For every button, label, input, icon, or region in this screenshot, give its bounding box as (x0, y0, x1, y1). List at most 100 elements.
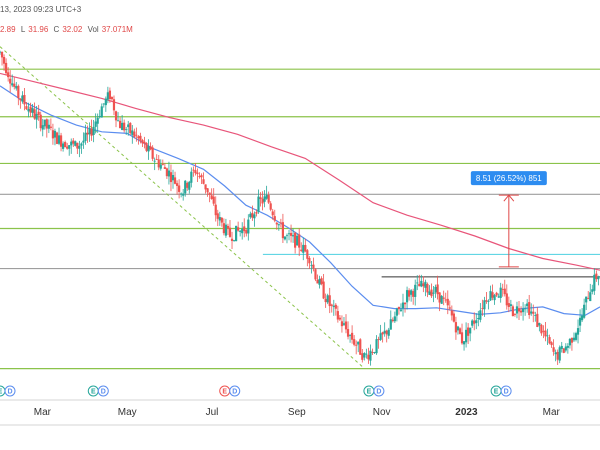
candle-body (509, 304, 512, 306)
candle-body (147, 146, 150, 152)
ohlc-readout: 2.89 L 31.96 C 32.02 Vol 37.071M (0, 25, 136, 34)
x-tick-label-0: Mar (34, 407, 52, 418)
candle-body (369, 350, 372, 361)
candle-body (106, 92, 109, 100)
candle (310, 260, 313, 274)
candle-body (202, 179, 205, 184)
candle (581, 308, 584, 322)
candle-body (216, 213, 219, 219)
candle (544, 322, 547, 342)
candle (291, 228, 295, 243)
candle (175, 180, 179, 195)
candle (438, 292, 441, 312)
earnings-markers[interactable]: ED ED ED ED ED (0, 385, 512, 397)
earnings-marker-0[interactable]: ED (0, 385, 16, 397)
candle (114, 110, 118, 128)
candle-body (281, 222, 285, 239)
candle (49, 118, 52, 131)
earnings-marker-letter: E (367, 389, 372, 396)
candle (25, 102, 28, 110)
candle (145, 142, 148, 153)
candle-body (141, 140, 144, 144)
candle-body (283, 236, 287, 240)
candle (397, 306, 401, 315)
candle (149, 142, 152, 151)
candle (230, 231, 234, 249)
candle (214, 196, 217, 222)
candle (21, 91, 24, 104)
ohlc-close-value: 32.02 (62, 25, 83, 34)
candle (281, 213, 285, 243)
candle (239, 230, 242, 237)
candle (450, 305, 453, 321)
candle-body (497, 296, 500, 298)
candle-body (127, 124, 130, 128)
candle-body (7, 72, 10, 78)
candle (273, 209, 276, 223)
candle (383, 322, 386, 337)
dividend-marker-circle (97, 385, 109, 397)
candle-body (538, 322, 541, 326)
candle (96, 113, 99, 133)
candle (155, 154, 158, 160)
candle-body (27, 109, 30, 112)
candle (566, 343, 569, 354)
candle-body (387, 329, 390, 336)
candle-body (285, 235, 289, 237)
candle (61, 141, 65, 152)
candle (102, 103, 105, 108)
measure-tool[interactable]: 8.51 (26.52%) 851 (470, 171, 547, 268)
dashed-trendline (0, 46, 365, 370)
candle-body (114, 111, 118, 121)
candle (23, 88, 26, 111)
candle (410, 289, 413, 302)
candle (210, 188, 213, 200)
ohlc-volume-label: Vol (87, 25, 99, 34)
candle-body (389, 319, 392, 330)
candle (171, 169, 175, 189)
candle (287, 230, 291, 241)
ohlc-low-label: L (20, 25, 26, 34)
candle (359, 338, 362, 355)
candle-body (131, 130, 134, 135)
candle (86, 125, 89, 143)
candle (212, 188, 215, 206)
candle-body (357, 341, 360, 345)
candle-body (405, 290, 409, 303)
candle (536, 307, 539, 328)
candle-body (450, 310, 453, 316)
candle-body (23, 94, 26, 105)
candle-body (562, 348, 565, 353)
candle-body (324, 298, 327, 303)
candle-body (125, 129, 128, 130)
ohlc-high-value: 2.89 (0, 25, 16, 34)
candle (188, 180, 191, 194)
candle-body (92, 126, 95, 135)
candle (13, 77, 16, 90)
candle-body (165, 168, 168, 177)
candle (108, 87, 112, 103)
candle (583, 298, 586, 319)
dividend-marker-circle (500, 385, 512, 397)
candle-body (365, 353, 368, 355)
candle (373, 351, 376, 355)
candle (190, 167, 193, 188)
candle-body (21, 95, 24, 102)
candle-body (198, 176, 201, 177)
candle (517, 300, 521, 321)
symbol-info-line: 13, 2023 09:23 UTC+3 (0, 5, 82, 14)
candle (265, 185, 268, 200)
candle (428, 285, 431, 296)
candle (226, 223, 230, 235)
candle (178, 179, 181, 199)
candle (147, 139, 150, 160)
candle (151, 145, 154, 162)
candle-body (471, 320, 474, 326)
candle-body (25, 106, 28, 110)
candle (41, 118, 44, 137)
